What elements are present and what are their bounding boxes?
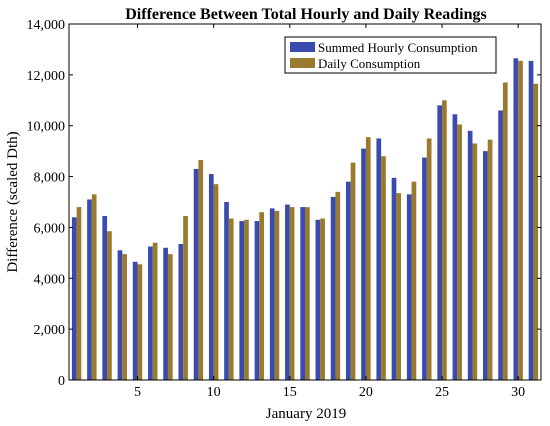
bar-series2-day-24 xyxy=(426,138,432,380)
bar-series2-day-27 xyxy=(472,143,478,380)
y-tick-label: 4,000 xyxy=(34,272,66,287)
plot-frame xyxy=(68,23,542,381)
x-tick-label: 25 xyxy=(435,385,449,400)
bar-series1-day-23 xyxy=(406,194,412,380)
bar-series1-day-3 xyxy=(102,215,108,380)
y-tick-label: 2,000 xyxy=(34,323,66,338)
x-tick-label: 30 xyxy=(511,385,525,400)
bar-series2-day-13 xyxy=(259,212,265,380)
legend-swatch-1 xyxy=(290,42,315,52)
bar-series1-day-10 xyxy=(208,174,214,380)
bar-series1-day-15 xyxy=(285,204,290,380)
bar-series1-day-9 xyxy=(193,168,199,380)
bar-series1-day-31 xyxy=(528,60,534,381)
bar-series2-day-9 xyxy=(198,160,204,380)
bar-series1-day-28 xyxy=(483,151,488,380)
bar-series1-day-6 xyxy=(148,246,153,380)
x-tick-label: 15 xyxy=(283,385,297,400)
bar-series2-day-14 xyxy=(274,210,280,380)
bar-series2-day-16 xyxy=(305,207,310,380)
y-axis-label: Difference (scaled Dth) xyxy=(5,131,21,272)
legend-label-1: Summed Hourly Consumption xyxy=(318,40,478,55)
bar-series1-day-19 xyxy=(345,181,351,380)
bar-series2-day-8 xyxy=(183,215,188,380)
bar-series2-day-11 xyxy=(228,218,234,380)
bar-series1-day-1 xyxy=(71,217,77,380)
y-tick-label: 10,000 xyxy=(27,120,66,135)
bar-series1-day-22 xyxy=(391,177,397,380)
x-axis-label: January 2019 xyxy=(266,406,346,422)
bar-series2-day-12 xyxy=(244,219,249,380)
bar-series2-day-2 xyxy=(91,194,97,380)
bar-series1-day-21 xyxy=(376,138,382,380)
legend-label-2: Daily Consumption xyxy=(318,56,421,71)
axes-group: 0 2,000 4,000 6,000 8,000 10,000 12,000 14,000 5… xyxy=(27,18,542,400)
bar-series2-day-4 xyxy=(122,254,127,380)
bar-series1-day-11 xyxy=(224,202,229,380)
bar-series1-day-30 xyxy=(513,58,519,380)
y-tick-label: 8,000 xyxy=(34,171,66,186)
bar-series1-day-13 xyxy=(254,221,260,380)
bar-series1-day-20 xyxy=(361,148,366,380)
bar-series1-day-16 xyxy=(300,207,305,380)
bar-series1-day-18 xyxy=(330,196,336,380)
bar-series1-day-25 xyxy=(437,105,443,381)
chart-title: Difference Between Total Hourly and Dail… xyxy=(125,6,486,23)
bar-series2-day-23 xyxy=(411,181,417,380)
bar-series2-day-19 xyxy=(350,162,356,380)
bar-series2-day-6 xyxy=(152,242,158,380)
bar-series2-day-22 xyxy=(396,193,402,380)
y-tick-label: 6,000 xyxy=(34,221,66,236)
bar-series2-day-30 xyxy=(518,60,523,381)
bar-series2-day-25 xyxy=(442,100,447,380)
legend-swatch-2 xyxy=(290,58,315,68)
x-tick-label: 10 xyxy=(207,385,221,400)
bar-series1-day-14 xyxy=(269,208,275,380)
legend-box xyxy=(284,36,497,74)
bar-series2-day-15 xyxy=(289,207,295,380)
bar-series2-day-1 xyxy=(76,207,82,380)
bar-series2-day-7 xyxy=(167,254,173,380)
bar-series2-day-10 xyxy=(213,184,219,380)
bar-series2-day-20 xyxy=(365,137,371,380)
bar-series1-day-7 xyxy=(163,247,168,380)
bar-series1-day-29 xyxy=(498,110,503,381)
bar-series1-day-4 xyxy=(117,250,123,380)
bar-series1-day-12 xyxy=(239,221,245,380)
bar-series2-day-31 xyxy=(533,83,539,380)
bar-series1-day-8 xyxy=(178,243,184,380)
bar-series2-day-3 xyxy=(107,231,112,380)
bar-series1-day-26 xyxy=(452,114,458,381)
y-tick-label: 0 xyxy=(58,374,65,389)
bar-series2-day-29 xyxy=(502,82,508,381)
bar-series1-day-2 xyxy=(87,199,92,380)
x-tick-label: 20 xyxy=(359,385,373,400)
bar-series1-day-27 xyxy=(467,130,473,380)
bar-series1-day-17 xyxy=(315,219,321,380)
bar-series2-day-28 xyxy=(487,139,493,380)
bars-group xyxy=(71,58,539,381)
bar-series2-day-21 xyxy=(381,156,386,380)
bar-series2-day-26 xyxy=(457,124,462,380)
bar-series1-day-24 xyxy=(422,157,427,380)
bar-series2-day-17 xyxy=(320,218,325,380)
bar-series2-day-18 xyxy=(335,191,341,380)
bar-series2-day-5 xyxy=(137,264,143,380)
y-tick-label: 12,000 xyxy=(27,69,66,84)
y-tick-label: 14,000 xyxy=(27,18,66,33)
x-tick-label: 5 xyxy=(134,385,141,400)
bar-series1-day-5 xyxy=(132,261,138,380)
